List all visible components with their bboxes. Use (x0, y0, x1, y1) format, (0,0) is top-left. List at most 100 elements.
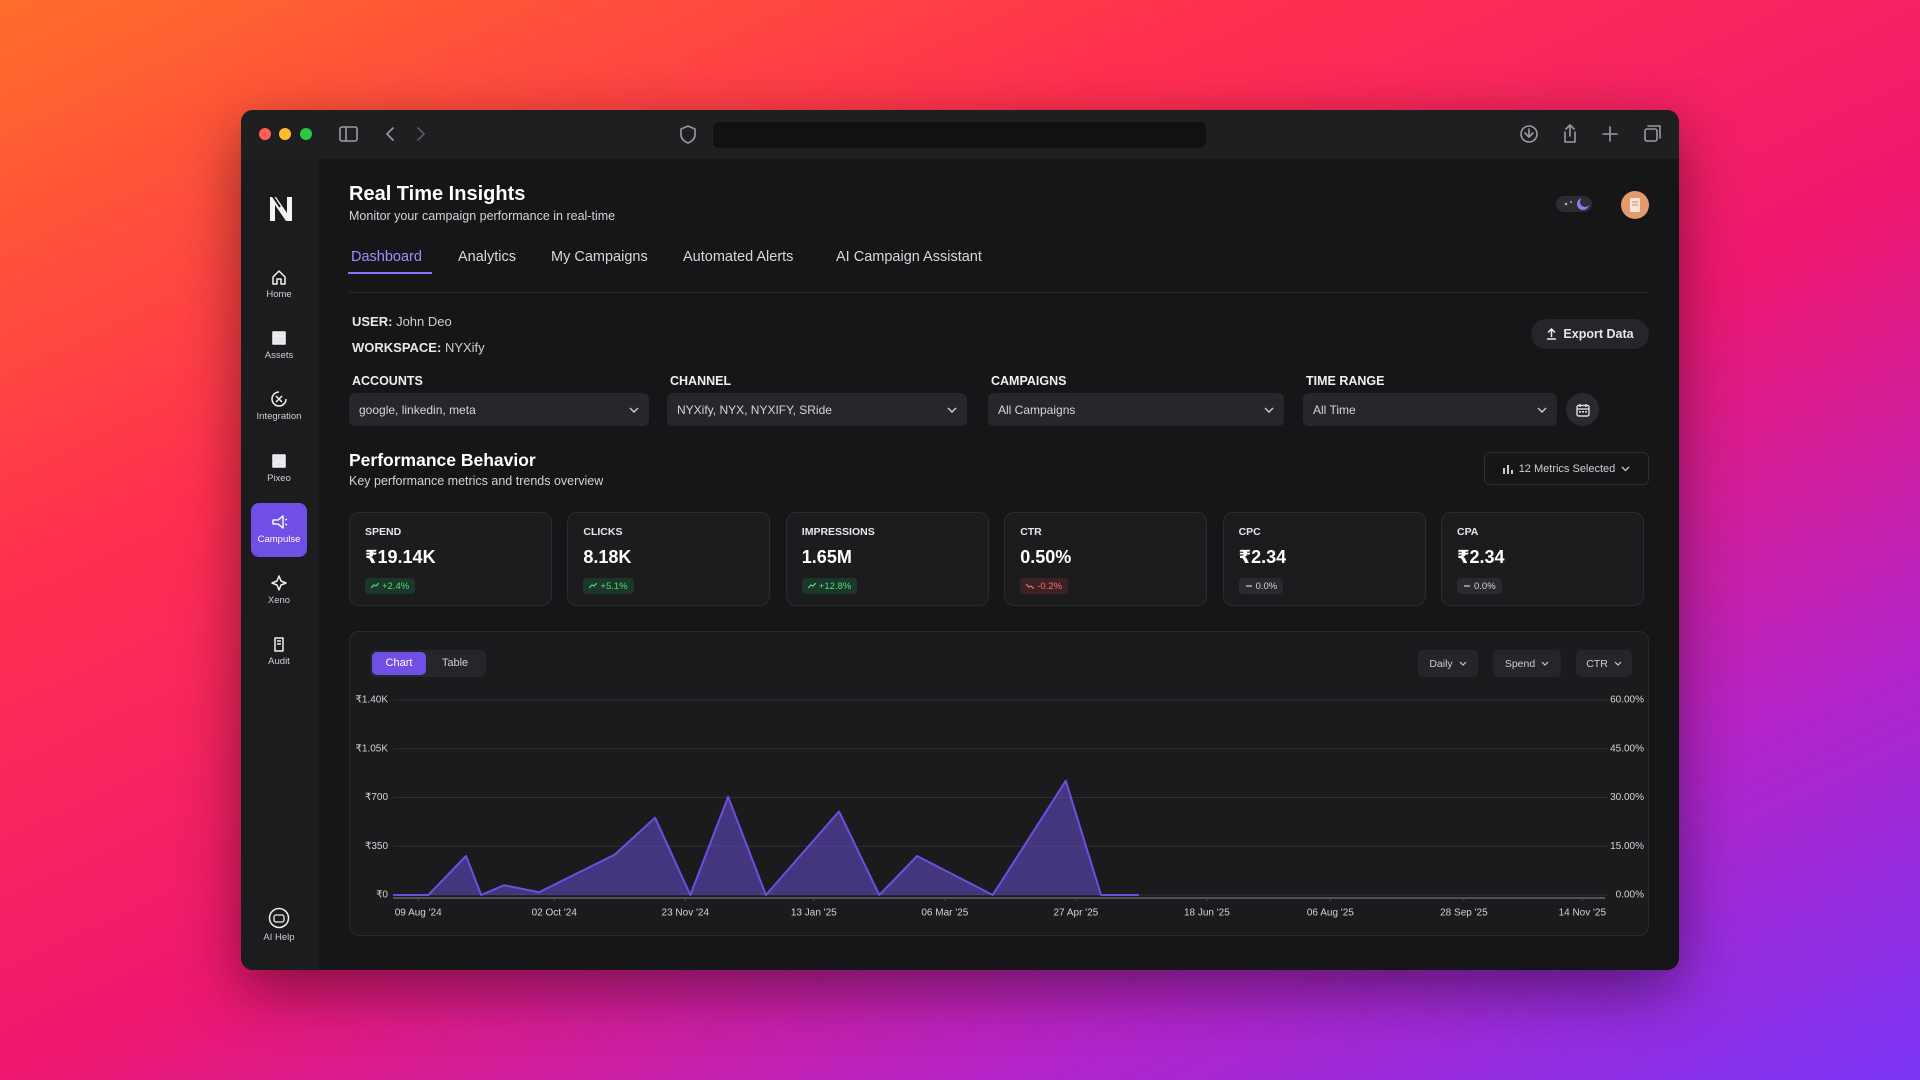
x-tick-label: 02 Oct '24 (532, 908, 578, 919)
chevron (629, 407, 639, 413)
metric-label: SPEND (365, 526, 402, 538)
metric-value: ₹19.14K (365, 547, 436, 567)
sidebar-icon-shape (271, 391, 287, 408)
chevron-line (629, 407, 639, 413)
change-icon (371, 583, 379, 589)
sidebar-item[interactable]: Pixeo (251, 442, 307, 496)
change-icon (589, 583, 598, 589)
sidebar-icon-shape (271, 575, 287, 591)
sidebar-icon (272, 270, 286, 285)
forward-button[interactable] (417, 127, 425, 141)
sidebar-label: Assets (264, 350, 294, 362)
y-tick-label: ₹1.05K (356, 743, 389, 754)
metric-label: IMPRESSIONS (801, 526, 875, 538)
left-metric-label: Spend (1504, 657, 1536, 670)
share-button[interactable] (1564, 124, 1576, 143)
filter-label: TIME RANGE (1306, 374, 1385, 388)
granularity-dropdown[interactable]: Daily (1418, 650, 1478, 677)
filter-dropdown[interactable]: google, linkedin, meta (349, 393, 649, 426)
sidebar-item[interactable]: Assets (251, 319, 307, 373)
sidebar-icon (271, 391, 287, 408)
address-bar[interactable] (713, 122, 1206, 148)
export-button[interactable]: Export Data (1531, 319, 1649, 349)
nav-tab[interactable]: AI Campaign Assistant (836, 249, 982, 265)
change-icon (1026, 583, 1035, 589)
tab-divider (349, 292, 1649, 293)
sidebar-item[interactable]: Audit (251, 625, 307, 679)
sidebar-toggle[interactable] (339, 126, 358, 142)
view-button[interactable]: Chart (372, 652, 426, 675)
privacy-shield[interactable] (680, 125, 696, 144)
sidebar-item[interactable]: Campulse (251, 502, 307, 557)
help-icon-face (273, 914, 285, 923)
filter-dropdown[interactable]: NYXify, NYX, NYXIFY, SRide (667, 393, 967, 426)
nav-tab[interactable]: My Campaigns (551, 249, 648, 265)
sidebar-icon (272, 331, 286, 345)
change-icon-line (589, 583, 598, 589)
x-tick-label: 28 Sep '25 (1440, 908, 1488, 919)
sidebar-item[interactable]: Home (251, 258, 307, 312)
workspace-label: WORKSPACE: (352, 340, 442, 355)
metric-value: ₹2.34 (1457, 547, 1505, 567)
app-logo[interactable] (268, 193, 294, 223)
sidebar-help[interactable]: AI Help (251, 897, 307, 951)
close-button[interactable] (259, 128, 271, 140)
browser-window: Home Assets Integration Pixeo Campulse Xeno Au… (241, 110, 1679, 970)
back-button[interactable] (386, 127, 394, 141)
change-value: 0.0% (1474, 580, 1496, 592)
metric-change: +2.4% (365, 578, 416, 594)
metrics-selector[interactable]: 12 Metrics Selected (1484, 452, 1649, 485)
metric-card: CPC ₹2.34 0.0% (1222, 512, 1426, 606)
sidebar-icon (274, 637, 284, 652)
user-avatar[interactable] (1620, 190, 1650, 220)
sidebar-label: Home (266, 289, 292, 300)
x-tick-label: 06 Aug '25 (1307, 908, 1354, 919)
nav-tab[interactable]: Dashboard (351, 249, 422, 265)
filter-label: CHANNEL (670, 374, 732, 388)
tab-overview-button[interactable] (1644, 128, 1658, 142)
main-content: Real Time Insights Monitor your campaign… (241, 110, 1679, 970)
right-metric-dropdown[interactable]: CTR (1576, 650, 1632, 677)
metric-change: +5.1% (583, 578, 634, 594)
active-tab-underline (348, 272, 432, 274)
view-button[interactable]: Table (441, 657, 469, 669)
nav-tab[interactable]: Analytics (458, 249, 517, 265)
view-toggle: Chart Table (370, 650, 486, 677)
sidebar-item[interactable]: Xeno (251, 564, 307, 618)
granularity-label: Daily (1429, 657, 1453, 670)
chevron (1264, 407, 1274, 413)
filter-dropdown[interactable]: All Campaigns (988, 393, 1284, 426)
new-tab-button[interactable] (1602, 126, 1618, 142)
chevron-line (1264, 407, 1274, 413)
metric-change: +12.8% (801, 578, 858, 594)
filter-dropdown[interactable]: All Time (1303, 393, 1557, 426)
metrics-selector-label: 12 Metrics Selected (1518, 462, 1616, 475)
x-tick-label: 09 Aug '24 (395, 908, 442, 919)
change-icon (1245, 585, 1252, 587)
y2-tick-label: 0.00% (1616, 890, 1644, 901)
user-line: USER: John Deo (352, 314, 452, 329)
x-tick-label: 18 Jun '25 (1184, 908, 1230, 919)
change-icon (807, 583, 816, 589)
sidebar-item[interactable]: Integration (251, 380, 307, 434)
zoom-button[interactable] (300, 128, 312, 140)
y-tick-label: ₹1.40K (356, 695, 389, 706)
metric-value: 1.65M (801, 547, 852, 567)
metric-change: 0.0% (1238, 578, 1284, 594)
filter-label: ACCOUNTS (352, 374, 423, 388)
theme-toggle[interactable] (1555, 194, 1595, 214)
metric-value: ₹2.34 (1238, 547, 1287, 567)
x-tick-label: 23 Nov '24 (662, 908, 710, 919)
export-icon (1547, 328, 1557, 340)
calendar-button[interactable] (1566, 393, 1599, 426)
area-line (393, 779, 1139, 896)
sidebar-icon-shape (272, 453, 286, 468)
minimize-button[interactable] (279, 128, 291, 140)
downloads-button[interactable] (1520, 125, 1538, 143)
nav-tab[interactable]: Automated Alerts (683, 249, 794, 265)
sidebar-label: Pixeo (267, 472, 291, 484)
change-value: +2.4% (382, 580, 410, 592)
left-metric-dropdown[interactable]: Spend (1493, 650, 1561, 677)
sidebar-label: AI Help (263, 932, 295, 943)
